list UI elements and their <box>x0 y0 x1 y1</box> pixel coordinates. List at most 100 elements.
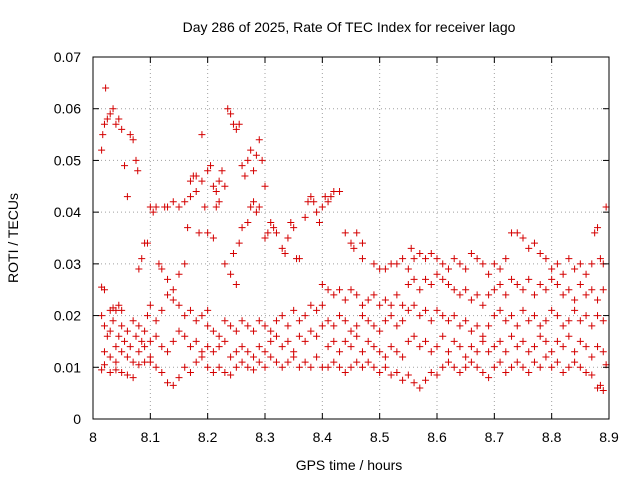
data-point <box>313 208 321 216</box>
data-point <box>347 343 355 351</box>
data-point <box>588 286 596 294</box>
data-point <box>218 167 226 175</box>
data-point <box>594 224 602 232</box>
data-point <box>121 337 129 345</box>
data-point <box>198 177 206 185</box>
data-point <box>341 229 349 237</box>
data-point <box>192 358 200 366</box>
data-point <box>376 301 384 309</box>
data-point <box>364 358 372 366</box>
data-point <box>433 255 441 263</box>
data-point <box>427 317 435 325</box>
data-point <box>462 363 470 371</box>
data-point <box>118 306 126 314</box>
data-point <box>467 296 475 304</box>
data-point <box>496 306 504 314</box>
data-point <box>427 368 435 376</box>
data-point <box>221 260 229 268</box>
data-point <box>602 203 610 211</box>
data-point <box>358 301 366 309</box>
data-point <box>100 322 108 330</box>
data-point <box>591 229 599 237</box>
data-point <box>247 146 255 154</box>
data-point <box>129 136 137 144</box>
data-point <box>318 281 326 289</box>
data-point <box>244 322 252 330</box>
data-point <box>324 286 332 294</box>
data-point <box>399 353 407 361</box>
y-tick-label: 0.04 <box>54 204 81 220</box>
data-point <box>341 296 349 304</box>
data-point <box>364 317 372 325</box>
data-point <box>381 296 389 304</box>
x-tick-label: 8.5 <box>370 429 390 445</box>
data-point <box>364 337 372 345</box>
data-point <box>530 291 538 299</box>
data-point <box>336 348 344 356</box>
data-point <box>164 203 172 211</box>
data-point <box>134 167 142 175</box>
data-point <box>330 358 338 366</box>
data-point <box>456 322 464 330</box>
data-point <box>399 301 407 309</box>
data-point <box>250 167 258 175</box>
data-point <box>204 322 212 330</box>
data-point <box>272 229 280 237</box>
data-point <box>324 317 332 325</box>
data-point <box>295 317 303 325</box>
data-point <box>588 353 596 361</box>
data-point <box>186 343 194 351</box>
data-point <box>330 291 338 299</box>
data-point <box>490 363 498 371</box>
data-point <box>261 348 269 356</box>
data-point <box>530 312 538 320</box>
data-point <box>250 327 258 335</box>
data-point <box>576 317 584 325</box>
data-point <box>350 244 358 252</box>
data-point <box>152 363 160 371</box>
data-point <box>118 125 126 133</box>
data-point <box>370 291 378 299</box>
data-point <box>192 317 200 325</box>
data-point <box>158 343 166 351</box>
data-point <box>387 301 395 309</box>
data-point <box>376 327 384 335</box>
data-point <box>301 358 309 366</box>
data-point <box>141 327 149 335</box>
data-point <box>330 322 338 330</box>
data-point <box>158 306 166 314</box>
data-point <box>490 343 498 351</box>
data-point <box>135 348 143 356</box>
data-point <box>410 275 418 283</box>
data-point <box>330 337 338 345</box>
data-point <box>232 363 240 371</box>
data-point <box>433 270 441 278</box>
x-tick-label: 8.3 <box>255 429 275 445</box>
data-point <box>473 363 481 371</box>
data-point <box>232 281 240 289</box>
data-point <box>118 348 126 356</box>
data-point <box>98 312 106 320</box>
data-point <box>99 131 107 139</box>
data-point <box>247 203 255 211</box>
data-point <box>571 296 579 304</box>
data-point <box>341 317 349 325</box>
data-point <box>238 343 246 351</box>
data-point <box>152 203 160 211</box>
data-point <box>112 358 120 366</box>
data-point <box>508 312 516 320</box>
data-point <box>115 301 123 309</box>
y-tick-label: 0.02 <box>54 308 81 324</box>
data-point <box>224 105 232 113</box>
data-point <box>485 348 493 356</box>
data-point <box>410 301 418 309</box>
data-point <box>204 229 212 237</box>
data-point <box>272 358 280 366</box>
data-point <box>358 239 366 247</box>
data-point <box>559 343 567 351</box>
data-point <box>318 203 326 211</box>
data-point <box>255 358 263 366</box>
data-point <box>261 322 269 330</box>
data-point <box>513 281 521 289</box>
data-point <box>439 332 447 340</box>
